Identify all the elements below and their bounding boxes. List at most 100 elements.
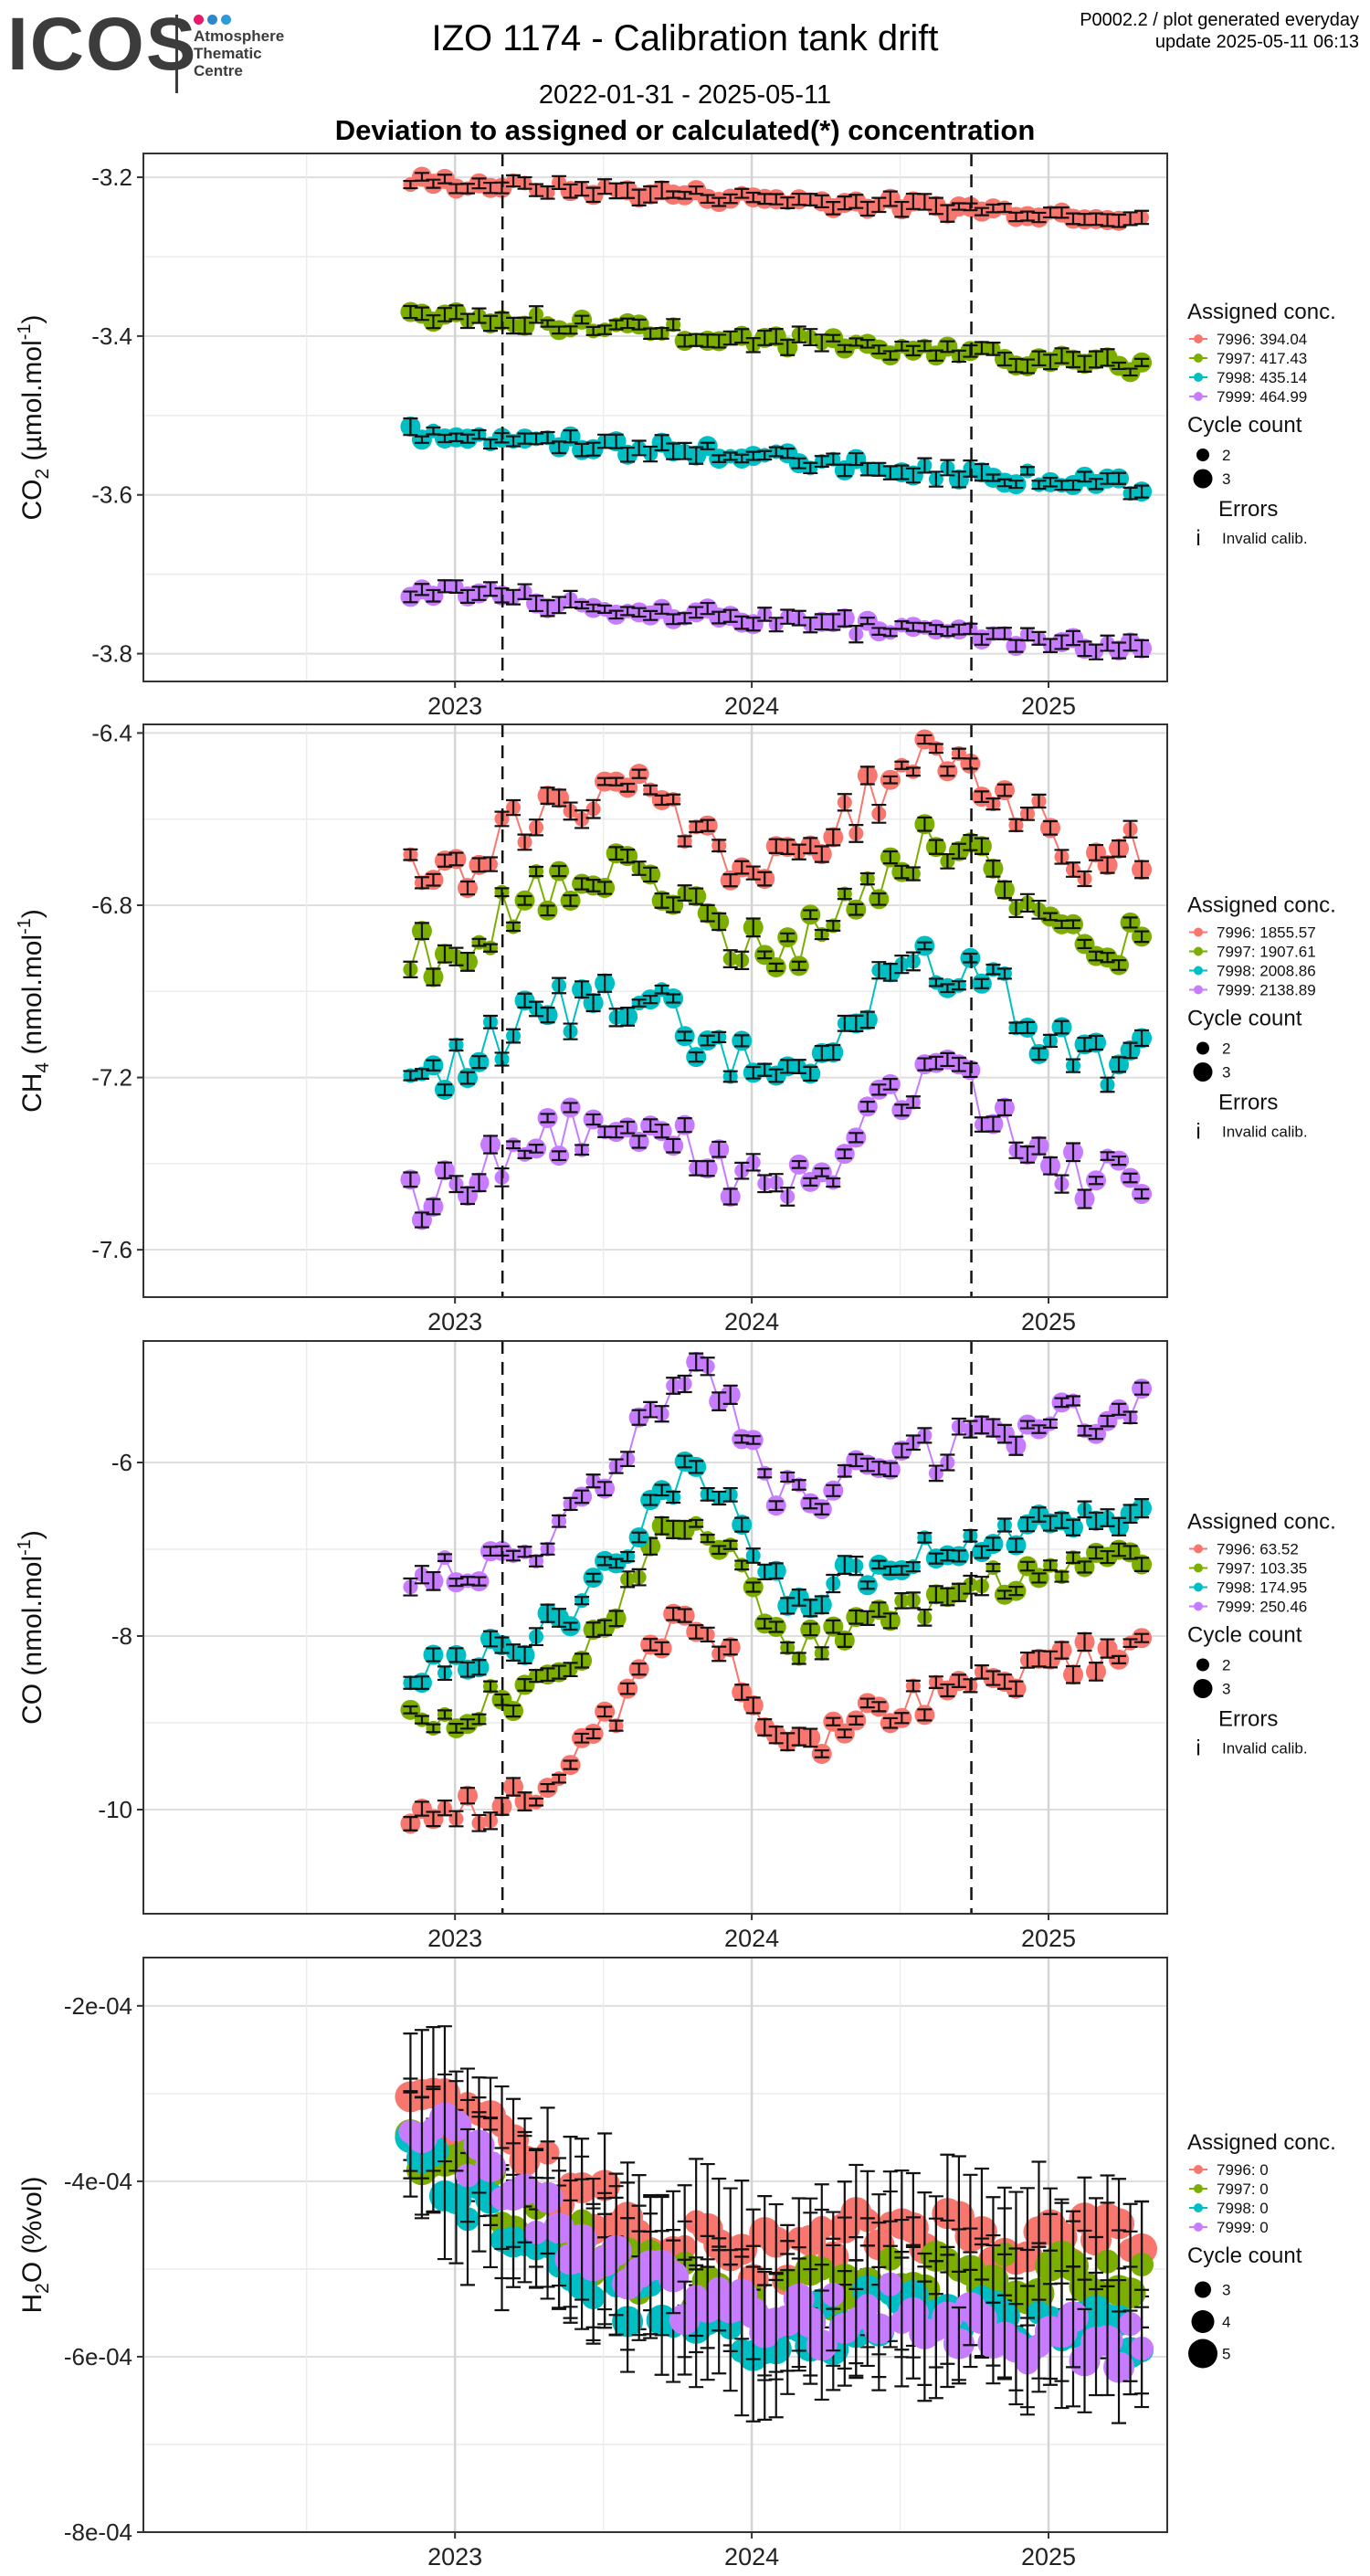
- y-axis-label: H2O (%vol): [17, 2176, 53, 2313]
- legend-entry: 7998: 0: [1217, 2200, 1269, 2217]
- legend-title: Assigned conc.: [1187, 2130, 1336, 2155]
- legend-size-dot: [1188, 2338, 1217, 2369]
- legend-size-title: Cycle count: [1187, 2243, 1302, 2268]
- legend-errors-title: Errors: [1218, 1091, 1278, 1115]
- logo-divider: [175, 15, 178, 93]
- date-range: 2022-01-31 - 2025-05-11: [538, 80, 832, 110]
- legend-size-dot: [1196, 1658, 1209, 1672]
- chart-panel-2: -6.4 -6.8 -7.2 -7.6 2023 2024 2025 CH4 (nmol.mo…: [15, 719, 1336, 1336]
- y-axis-label-sub: 2: [32, 469, 53, 480]
- x-tick-label: 2025: [1021, 2543, 1076, 2571]
- legend-entry: 7996: 0: [1217, 2161, 1269, 2179]
- legend-errors-label: Invalid calib.: [1222, 530, 1308, 547]
- legend-entry: 7998: 174.95: [1217, 1579, 1307, 1597]
- y-tick-label: -6: [111, 1449, 132, 1476]
- logo-dots: [194, 13, 235, 29]
- y-tick-label: -3.8: [91, 640, 132, 668]
- x-tick-label: 2025: [1021, 1925, 1076, 1952]
- legend-title: Assigned conc.: [1187, 300, 1336, 324]
- legend-size-label: 3: [1222, 470, 1230, 488]
- legend-size-dot: [1193, 1679, 1213, 1698]
- legend-size-title: Cycle count: [1187, 1623, 1302, 1648]
- legend-key-dot: [1194, 2222, 1203, 2232]
- x-tick-label: 2023: [427, 2543, 482, 2571]
- legend-key-dot: [1194, 985, 1203, 995]
- legend-entry: 7998: 435.14: [1217, 369, 1307, 386]
- legend-errors-title: Errors: [1218, 1707, 1278, 1732]
- y-axis-label-close: ): [17, 1530, 47, 1539]
- legend-key-dot: [1194, 1544, 1203, 1554]
- legend-key-dot: [1194, 1601, 1203, 1611]
- y-tick-label: -8: [111, 1622, 132, 1650]
- legend-key-dot: [1194, 2184, 1203, 2193]
- plot-border: [142, 723, 1168, 1298]
- plot-background: [143, 1341, 1167, 1914]
- legend-key-dot: [1194, 1563, 1203, 1573]
- y-axis-label-main: H: [17, 2294, 47, 2314]
- legend-errors-label: Invalid calib.: [1222, 1124, 1308, 1141]
- legend-entry: 7999: 0: [1217, 2219, 1269, 2236]
- y-axis-label-close: ): [17, 909, 47, 918]
- legend-key-dot: [1194, 2165, 1203, 2174]
- y-axis-label-unit: (µmol.mol: [17, 340, 47, 469]
- y-tick-label: -6e-04: [64, 2343, 132, 2370]
- chart-panel-4: -2e-04 -4e-04 -6e-04 -8e-04 2023 2024 2025 H2O …: [17, 1957, 1336, 2571]
- legend-errors-glyph: i: [1196, 526, 1200, 551]
- y-axis-label-sub: 2: [32, 2283, 53, 2294]
- legend-size-label: 2: [1222, 447, 1230, 464]
- page-title: IZO 1174 - Calibration tank drift: [431, 18, 939, 58]
- y-tick-label: -3.2: [91, 164, 132, 191]
- legend-size-title: Cycle count: [1187, 1007, 1302, 1031]
- legend-key-dot: [1194, 966, 1203, 976]
- legend-entry: 7997: 417.43: [1217, 350, 1307, 367]
- plot-id-text: P0002.2 / plot generated everyday: [1080, 10, 1359, 30]
- legend-title: Assigned conc.: [1187, 1510, 1336, 1535]
- legend-entry: 7996: 394.04: [1217, 331, 1307, 348]
- y-axis-label-sub: 4: [32, 1062, 53, 1073]
- x-tick-label: 2025: [1021, 692, 1076, 720]
- y-axis-label: CH4 (nmol.mol-1): [15, 909, 53, 1113]
- legend-size-dot: [1196, 449, 1209, 461]
- logo-dot-lightblue: [221, 15, 231, 25]
- logo-subtitle: Atmosphere Thematic Centre: [194, 27, 284, 79]
- legend-size-dot: [1193, 469, 1213, 489]
- x-tick-label: 2024: [724, 1308, 779, 1336]
- chart-subtitle: Deviation to assigned or calculated(*) c…: [334, 114, 1036, 146]
- legend-entry: 7996: 63.52: [1217, 1541, 1299, 1558]
- x-tick-label: 2023: [427, 692, 482, 720]
- legend-size-dot: [1193, 1062, 1213, 1082]
- legend-key-dot: [1194, 946, 1203, 956]
- legend-size-label: 2: [1222, 1040, 1230, 1058]
- legend-key-dot: [1194, 2203, 1203, 2212]
- plot-background: [143, 153, 1167, 681]
- y-axis-label-main: CO: [17, 480, 47, 521]
- y-tick-label: -2e-04: [64, 1992, 132, 2020]
- y-tick-label: -7.2: [91, 1064, 132, 1092]
- y-tick-label: -6.8: [91, 892, 132, 919]
- legend-errors-glyph: i: [1196, 1737, 1200, 1761]
- legend-entry: 7999: 464.99: [1217, 388, 1307, 406]
- y-axis-label-main: CO: [17, 1684, 47, 1725]
- plot-background: [143, 724, 1167, 1297]
- plot-border: [142, 153, 1168, 682]
- legend-key-dot: [1194, 354, 1203, 363]
- legend-key-dot: [1194, 927, 1203, 937]
- legend-size-dot: [1196, 1041, 1209, 1055]
- x-tick-label: 2024: [724, 2543, 779, 2571]
- y-axis-label-sup: -1: [15, 1539, 35, 1556]
- legend-entry: 7997: 1907.61: [1217, 944, 1316, 961]
- legend-size-label: 5: [1222, 2346, 1230, 2363]
- legend-key-dot: [1194, 1582, 1203, 1592]
- icos-logo-text: ICOS: [7, 3, 198, 86]
- y-axis-label: CO2 (µmol.mol-1): [15, 314, 53, 520]
- legend-size-label: 3: [1222, 1064, 1230, 1082]
- y-axis-label: CO (nmol.mol-1): [15, 1530, 47, 1725]
- y-tick-label: -7.6: [91, 1236, 132, 1263]
- legend-key-dot: [1194, 392, 1203, 401]
- legend-size-dot: [1191, 2310, 1215, 2333]
- plot-meta: P0002.2 / plot generated everyday update…: [1080, 9, 1359, 53]
- y-axis-label-unit: (nmol.mol: [17, 1556, 47, 1684]
- legend-entry: 7997: 103.35: [1217, 1560, 1307, 1578]
